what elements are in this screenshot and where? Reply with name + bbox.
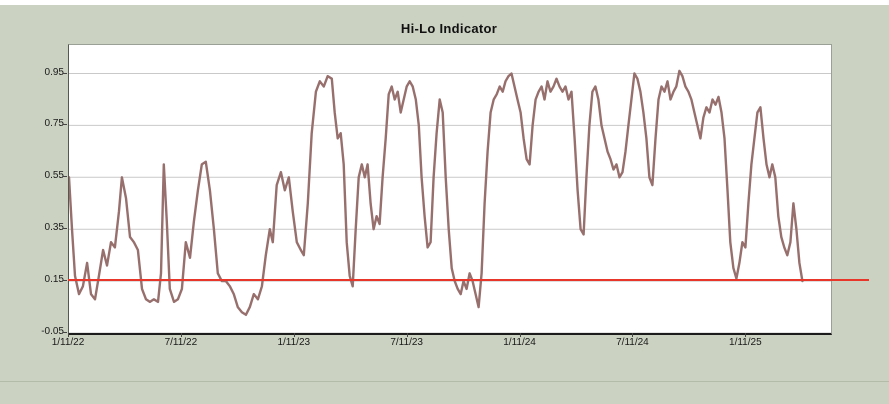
x-tick-mark bbox=[293, 333, 295, 337]
x-tick-mark bbox=[68, 333, 69, 337]
x-tick-mark bbox=[519, 333, 521, 337]
y-tick-label: -0.05 bbox=[41, 326, 64, 337]
x-tick-label: 1/11/22 bbox=[51, 337, 85, 348]
y-tick-mark bbox=[63, 72, 67, 74]
x-tick-label: 1/11/24 bbox=[503, 337, 536, 348]
x-tick-label: 1/11/23 bbox=[277, 337, 311, 348]
x-tick-mark bbox=[632, 333, 634, 337]
y-tick-label: 0.75 bbox=[44, 118, 64, 130]
x-tick-label: 7/11/22 bbox=[164, 337, 198, 348]
y-tick-label: 0.95 bbox=[44, 66, 64, 78]
x-tick-mark bbox=[406, 333, 408, 337]
y-tick-label: 0.35 bbox=[44, 222, 64, 234]
window-top-strip bbox=[0, 0, 889, 5]
bottom-divider bbox=[0, 381, 889, 382]
y-tick-mark bbox=[63, 332, 67, 333]
chart-title: Hi-Lo Indicator bbox=[400, 21, 498, 36]
y-tick-mark bbox=[63, 176, 67, 178]
reference-line bbox=[68, 279, 869, 282]
series-line bbox=[69, 69, 804, 316]
x-tick-label: 1/11/25 bbox=[729, 337, 762, 348]
y-tick-mark bbox=[63, 228, 67, 230]
x-tick-mark bbox=[180, 333, 182, 337]
plot-svg bbox=[69, 69, 831, 333]
y-tick-label: 0.15 bbox=[44, 274, 64, 286]
x-tick-label: 7/11/23 bbox=[390, 337, 423, 348]
x-tick-label: 7/11/24 bbox=[616, 337, 649, 348]
y-tick-mark bbox=[63, 124, 67, 126]
y-tick-label: 0.55 bbox=[44, 170, 64, 182]
x-tick-mark bbox=[745, 333, 747, 337]
plot-panel bbox=[68, 44, 832, 335]
y-tick-mark bbox=[63, 280, 67, 282]
